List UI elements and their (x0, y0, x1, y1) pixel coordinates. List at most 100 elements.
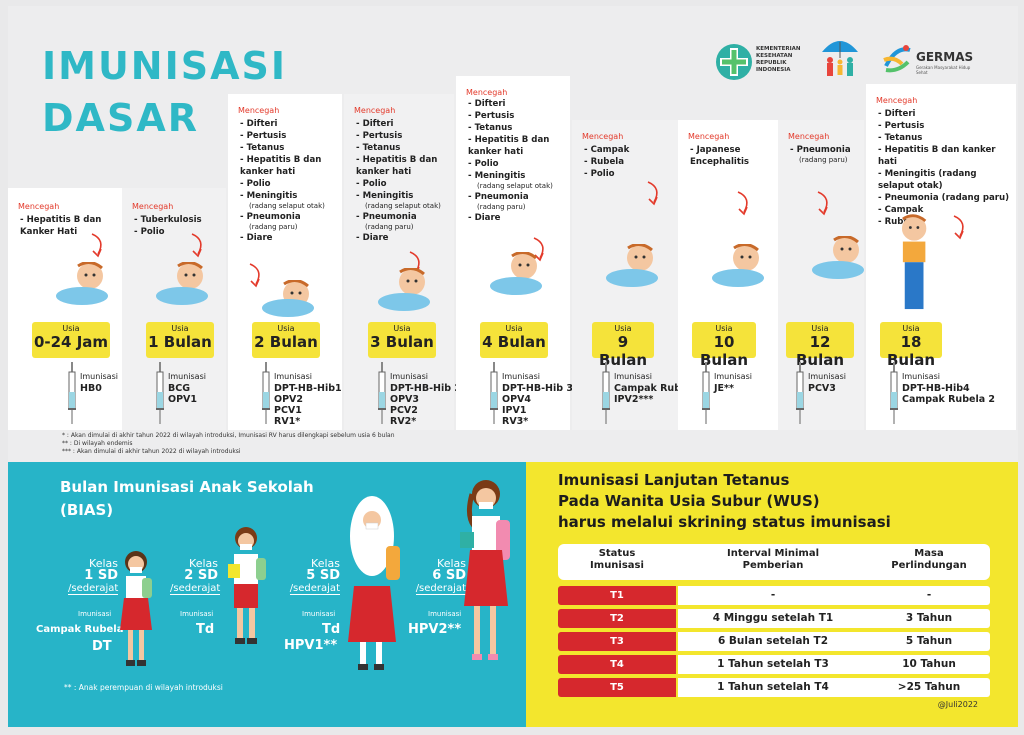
baby-illustration (708, 243, 772, 322)
wus-title-line: Imunisasi Lanjutan Tetanus (558, 471, 790, 489)
prevent-item-text: Diare (246, 233, 273, 243)
age-box: Usia 3 Bulan (368, 322, 436, 358)
kelas-grade: 2 SD (184, 568, 218, 583)
curved-arrow-icon (732, 190, 754, 222)
imunisasi-item: RV3* (502, 416, 529, 427)
imunisasi-item: DPT-HB-Hib4 (902, 383, 970, 394)
prevent-item-text: Difteri (474, 99, 506, 109)
status-cell: T1 (558, 586, 676, 605)
prevent-item: Difteri (356, 118, 450, 130)
imunisasi-list: DPT-HB-Hib 3 OPV4 IPV1 RV3* (502, 383, 573, 427)
wus-table-row: T5 1 Tahun setelah T4 >25 Tahun (558, 678, 990, 697)
prevent-item-note: (radang paru) (365, 223, 414, 231)
bias-imm-td: Td (196, 622, 215, 637)
syringe-icon (890, 362, 898, 424)
masa-cell: 5 Tahun (905, 635, 953, 647)
row-bg (678, 632, 990, 651)
imunisasi-list: Campak Rubela 1 IPV2*** (614, 383, 707, 405)
imunisasi-item: RV2* (390, 416, 417, 427)
prevent-item-text: Japanese Encephalitis (690, 145, 750, 167)
bias-imunisasi-label: Imunisasi (302, 610, 336, 618)
bias-title-line2: (BIAS) (60, 501, 114, 519)
age-usia-label: Usia (393, 324, 411, 333)
bias-imunisasi-label: Imunisasi (428, 610, 462, 618)
imunisasi-item: BCG (168, 383, 191, 394)
kelas-word: Kelas (89, 557, 118, 570)
header-interval: Interval Minimal Pemberian (678, 548, 868, 572)
curved-arrow-icon (186, 232, 208, 264)
germas-subtext: Gerakan Masyarakat Hidup Sehat (916, 65, 971, 75)
header-text: Status (598, 548, 636, 559)
prevent-label: Mencegah (238, 106, 280, 115)
masa-cell: - (926, 589, 932, 601)
imunisasi-item: OPV3 (390, 394, 420, 405)
masa-cell: 10 Tahun (902, 658, 956, 670)
kelas-word: Kelas (189, 557, 218, 570)
prevent-item: Pertusis (468, 110, 566, 122)
syringe-icon (602, 362, 610, 424)
bias-imm-dt: DT (92, 639, 112, 654)
syringe-icon (378, 362, 386, 424)
curved-arrow-icon (642, 180, 664, 212)
prevent-item: Polio (356, 178, 450, 190)
imunisasi-list: HB0 (80, 383, 102, 394)
prevent-item: Meningitis(radang selaput otak) (356, 190, 450, 211)
family-umbrella-logo-icon (822, 41, 858, 76)
student-girl-hijab-illustration (348, 496, 400, 670)
kemenkes-line: KESEHATAN (756, 53, 793, 59)
prevent-item: Pertusis (240, 130, 338, 142)
prevent-item-text: Pertusis (474, 111, 515, 121)
curved-arrow-icon (244, 262, 266, 294)
prevent-item: Tetanus (878, 132, 1012, 144)
imunisasi-item: DPT-HB-Hib1 (274, 383, 342, 394)
prevent-item-note: (radang selaput otak) (477, 182, 553, 190)
student-boy-illustration (228, 527, 266, 644)
header-masa: Masa Perlindungan (868, 548, 990, 572)
prevent-item: Pneumonia(radang paru) (240, 211, 338, 232)
interval-cell: - (770, 589, 776, 601)
kelas-1-label: Kelas 1 SD /sederajat (68, 557, 119, 595)
kelas-grade: 1 SD (84, 568, 118, 583)
interval-cell: 1 Tahun setelah T3 (717, 658, 829, 670)
baby-illustration (52, 261, 116, 322)
bias-imunisasi-label: Imunisasi (180, 610, 214, 618)
age-value: 12 Bulan (795, 333, 845, 369)
syringe-icon (490, 362, 498, 424)
header-text: Pemberian (742, 560, 804, 571)
age-value: 9 Bulan (598, 333, 648, 369)
prevent-list: Japanese Encephalitis (690, 144, 774, 168)
imunisasi-label: Imunisasi (274, 372, 312, 381)
imunisasi-label: Imunisasi (714, 372, 752, 381)
row-bg (678, 586, 990, 605)
imunisasi-label: Imunisasi (808, 372, 846, 381)
row-bg (678, 655, 990, 674)
kelas-5-label: Kelas 5 SD /sederajat (284, 558, 340, 595)
age-box: Usia 18 Bulan (880, 322, 942, 369)
prevent-item-text: Pneumonia (radang paru) (884, 193, 1010, 203)
syringe-icon (156, 362, 164, 424)
prevent-item: Hepatitis B dan Kanker Hati (20, 214, 118, 238)
imunisasi-label: Imunisasi (614, 372, 652, 381)
kelas-grade: 6 SD (432, 568, 466, 583)
prevent-item-text: Tetanus (362, 143, 401, 153)
kelas-sederajat: /sederajat (415, 583, 466, 595)
prevent-item-text: Tetanus (246, 143, 285, 153)
footnote: ** : Di wilayah endemis (62, 440, 133, 447)
prevent-item-text: Polio (246, 179, 271, 189)
masa-cell: 3 Tahun (905, 612, 953, 624)
age-usia-label: Usia (902, 324, 920, 333)
prevent-item-text: Pneumonia (796, 145, 851, 155)
student-girl-1-illustration (120, 551, 152, 666)
prevent-item: Diare (240, 232, 338, 244)
age-usia-label: Usia (715, 324, 733, 333)
prevent-item: Hepatitis B dan kanker hati (356, 154, 450, 178)
prevent-item-text: Polio (140, 227, 165, 237)
age-usia-label: Usia (614, 324, 632, 333)
prevent-item-note: (radang paru) (249, 223, 298, 231)
imunisasi-item: OPV1 (168, 394, 198, 405)
prevent-item-text: Pertusis (362, 131, 403, 141)
prevent-item-text: Meningitis (474, 171, 526, 181)
bias-imunisasi-label: Imunisasi (78, 610, 112, 618)
prevent-item-text: Pertusis (884, 121, 925, 131)
